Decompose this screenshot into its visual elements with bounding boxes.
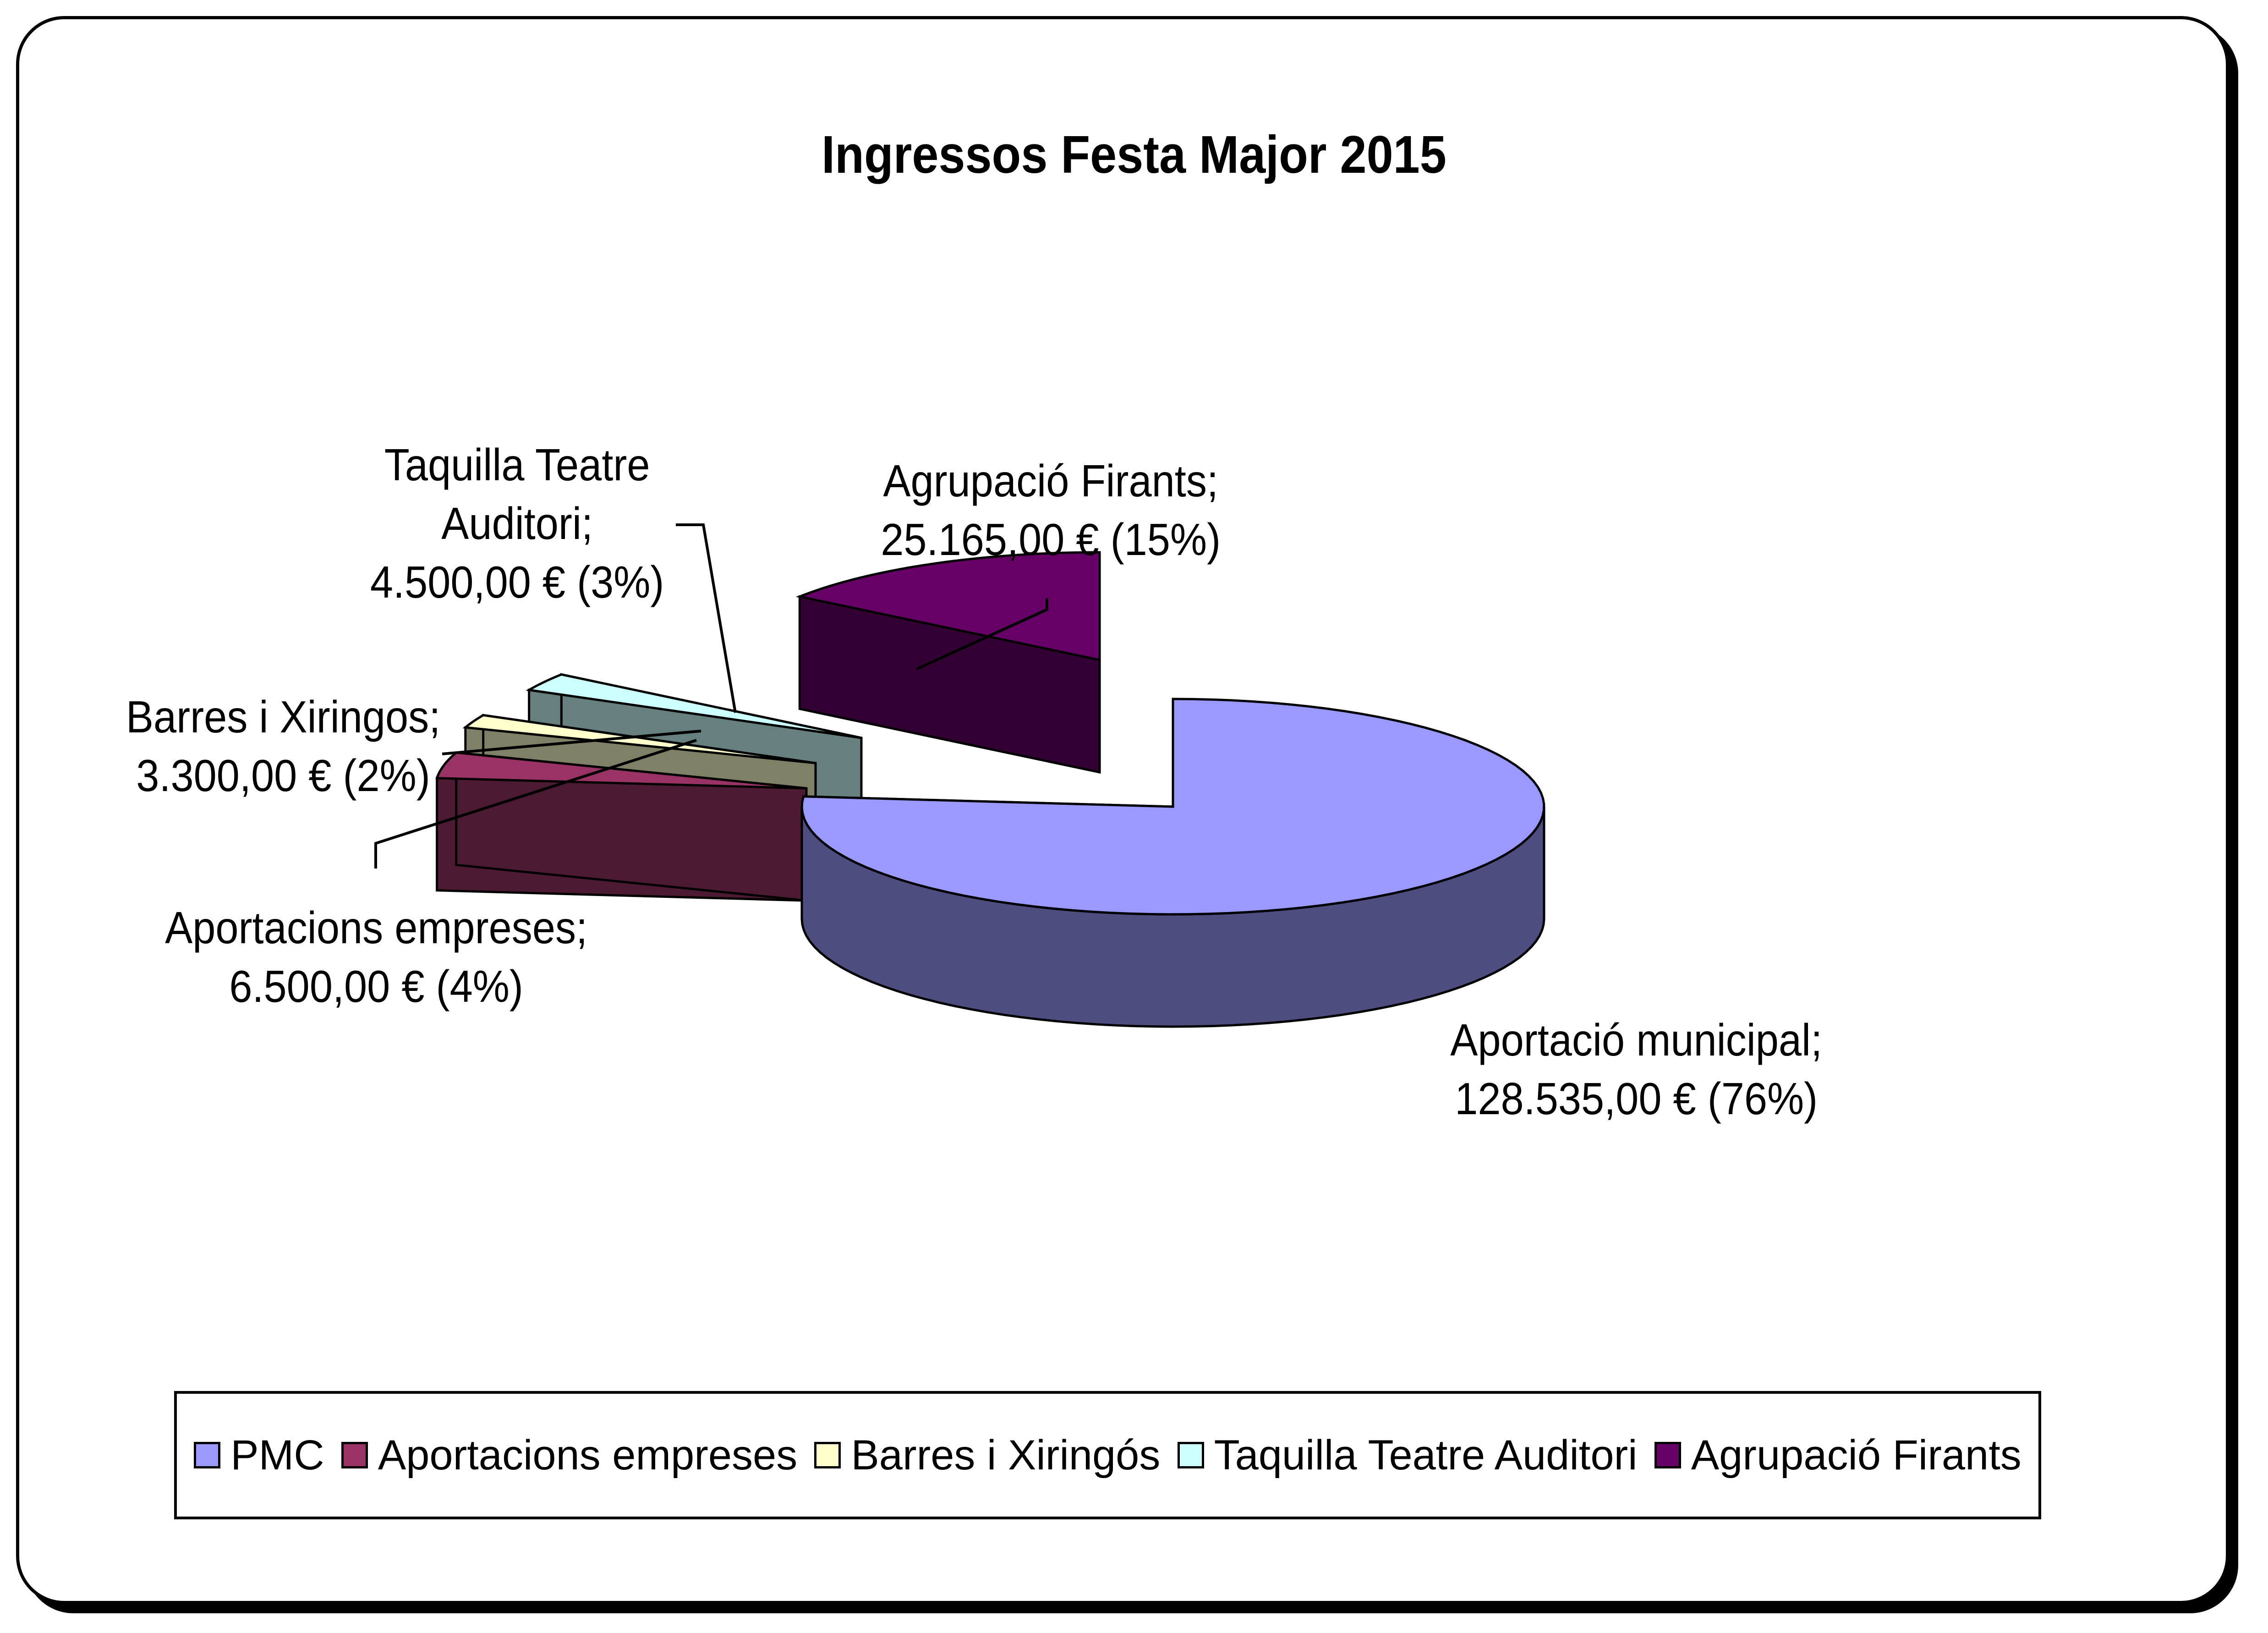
- chart-legend: PMC Aportacions empreses Barres i Xiring…: [174, 1391, 2041, 1519]
- legend-label: Barres i Xiringós: [851, 1431, 1161, 1479]
- legend-label: Agrupació Firants: [1691, 1431, 2021, 1479]
- legend-item-taquilla-teatre: Taquilla Teatre Auditori: [1177, 1431, 1638, 1479]
- legend-swatch: [341, 1442, 368, 1468]
- slice-label-aportacions-empreses: Aportacions empreses; 6.500,00 € (4%): [165, 902, 588, 1012]
- slice-label-taquilla-teatre: Taquilla Teatre Auditori; 4.500,00 € (3%…: [370, 440, 664, 607]
- slice-label-agrupacio-firants: Agrupació Firants; 25.165,00 € (15%): [881, 456, 1221, 565]
- slice-label-aportacio-municipal: Aportació municipal; 128.535,00 € (76%): [1450, 1015, 1823, 1124]
- chart-title: Ingressos Festa Major 2015: [822, 125, 1446, 184]
- legend-label: Taquilla Teatre Auditori: [1214, 1431, 1638, 1479]
- pie-slice-agrupaci-firants: [795, 551, 1101, 774]
- leader-line-taquilla-teatre: [676, 523, 737, 713]
- leader-line-barres-xiringos: [442, 730, 701, 755]
- pie-slice-top: [526, 673, 862, 739]
- legend-label: Aportacions empreses: [378, 1431, 798, 1479]
- pie-slice-top: [462, 714, 816, 764]
- legend-item-agrupacio-firants: Agrupació Firants: [1654, 1431, 2021, 1479]
- leader-line-agrupacio-firants: [915, 598, 1048, 671]
- slice-label-barres-xiringos: Barres i Xiringos; 3.300,00 € (2%): [126, 692, 441, 801]
- legend-label: PMC: [230, 1431, 324, 1479]
- legend-item-barres-xiringos: Barres i Xiringós: [814, 1431, 1160, 1479]
- pie-slice-top: [435, 751, 807, 790]
- pie-slice-top: [795, 551, 1101, 662]
- leader-line-aportacions-empreses: [374, 739, 697, 869]
- pie-slice-top: [800, 698, 1545, 916]
- legend-swatch: [1654, 1442, 1681, 1468]
- legend-item-pmc: PMC: [194, 1431, 324, 1479]
- pie-slice-pmc: [800, 698, 1545, 1028]
- legend-item-aportacions-empreses: Aportacions empreses: [341, 1431, 797, 1479]
- legend-swatch: [814, 1442, 841, 1468]
- legend-swatch: [1177, 1442, 1204, 1468]
- legend-swatch: [194, 1442, 221, 1468]
- pie-slice-aportacions-empreses: [435, 751, 808, 902]
